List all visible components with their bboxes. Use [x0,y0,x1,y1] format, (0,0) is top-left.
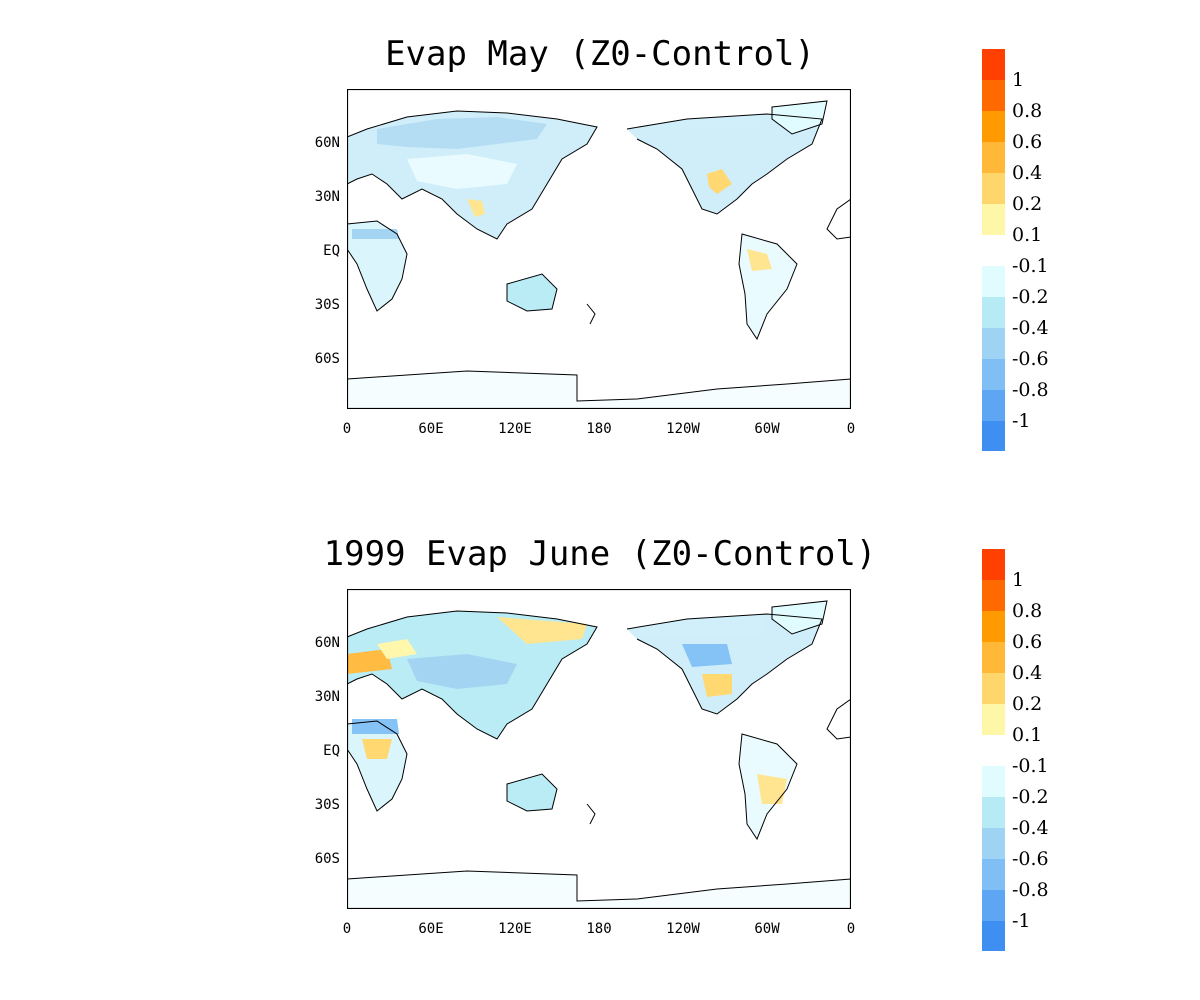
coastlines [347,600,851,902]
legend-label: -0.4 [1012,817,1049,839]
lon-label: 120W [666,421,700,437]
lat-label: 60S [314,351,340,367]
legend-swatch [982,580,1005,611]
legend-label: 0.8 [1012,100,1043,122]
color-legend: 1 0.8 0.6 0.4 0.2 0.1 -0.1 -0.2 -0.4 -0.… [982,549,1112,951]
lon-label: 0 [342,421,352,437]
legend-label: 0.6 [1012,131,1043,153]
legend-label: 1 [1012,69,1025,91]
lat-label: EQ [323,743,340,759]
lon-label: 0 [342,921,352,937]
legend-swatch [982,549,1005,580]
lat-label: 60N [314,635,340,651]
legend-swatch [982,266,1005,297]
lat-label: 30S [314,297,340,313]
panel-title: Evap May (Z0-Control) [385,34,815,74]
color-legend: 1 0.8 0.6 0.4 0.2 0.1 -0.1 -0.2 -0.4 -0.… [982,49,1112,451]
lon-label: 120E [498,921,532,937]
legend-label: 0.1 [1012,224,1043,246]
legend-label: -0.1 [1012,755,1049,777]
lon-label: 60W [754,421,780,437]
lon-label: 60E [418,921,444,937]
legend-label: -0.2 [1012,286,1049,308]
legend-swatch [982,766,1005,797]
legend-swatch [982,797,1005,828]
legend-label: 0.1 [1012,724,1043,746]
map-panel-june: 1999 Evap June (Z0-Control) [0,500,1200,1000]
legend-label: -1 [1012,410,1031,432]
legend-label: -0.8 [1012,879,1049,901]
legend-swatch [982,328,1005,359]
lon-label: 180 [586,421,612,437]
legend-swatch [982,421,1005,451]
lat-label: 30N [314,189,340,205]
land-anomaly-shading [347,601,851,909]
legend-label: -0.1 [1012,255,1049,277]
legend-swatch [982,297,1005,328]
world-map [347,589,851,909]
legend-swatch [982,111,1005,142]
legend-swatch [982,142,1005,173]
legend-swatch [982,921,1005,951]
legend-label: -0.8 [1012,379,1049,401]
coastlines [347,100,851,402]
legend-swatch [982,673,1005,704]
legend-label: -0.6 [1012,848,1049,870]
legend-label: 0.4 [1012,162,1043,184]
lat-label: 60S [314,851,340,867]
legend-label: -0.6 [1012,348,1049,370]
legend-swatch [982,642,1005,673]
legend-label: -0.2 [1012,786,1049,808]
lon-label: 0 [846,921,856,937]
legend-swatch [982,204,1005,235]
lat-label: 30S [314,797,340,813]
legend-label: 0.2 [1012,693,1043,715]
lon-label: 0 [846,421,856,437]
map-panel-may: Evap May (Z0-Control) [314,34,1112,451]
lon-label: 60W [754,921,780,937]
lat-label: 30N [314,689,340,705]
legend-swatch [982,390,1005,421]
legend-swatch [982,735,1005,766]
legend-label: 0.8 [1012,600,1043,622]
legend-label: -0.4 [1012,317,1049,339]
legend-swatch [982,828,1005,859]
legend-swatch [982,359,1005,390]
legend-label: 0.2 [1012,193,1043,215]
legend-label: 0.6 [1012,631,1043,653]
panel-title: 1999 Evap June (Z0-Control) [323,534,877,574]
legend-swatch [982,173,1005,204]
legend-swatch [982,890,1005,921]
legend-swatch [982,859,1005,890]
legend-swatch [982,704,1005,735]
land-anomaly-shading [347,101,851,409]
legend-swatch [982,235,1005,266]
legend-swatch [982,49,1005,80]
legend-label: 0.4 [1012,662,1043,684]
legend-swatch [982,611,1005,642]
lat-label: 60N [314,135,340,151]
lat-label: EQ [323,243,340,259]
legend-swatch [982,80,1005,111]
lon-label: 180 [586,921,612,937]
legend-label: -1 [1012,910,1031,932]
lon-label: 120W [666,921,700,937]
lon-label: 60E [418,421,444,437]
world-map [347,89,851,409]
legend-label: 1 [1012,569,1025,591]
lon-label: 120E [498,421,532,437]
